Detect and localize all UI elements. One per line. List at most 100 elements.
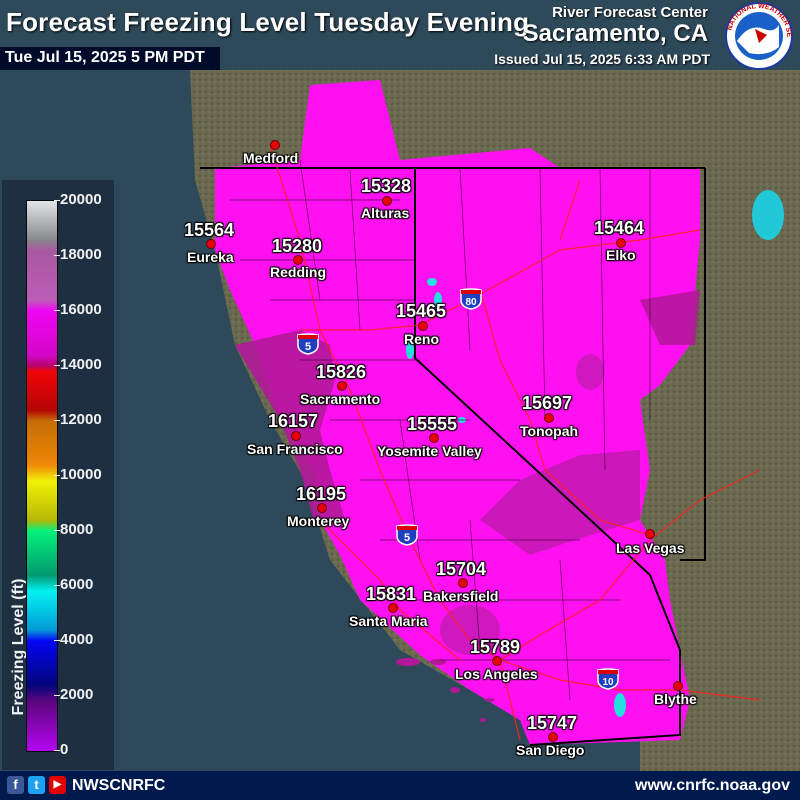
legend-tick: 18000 <box>60 246 102 263</box>
city-dot <box>645 529 655 539</box>
facebook-icon[interactable]: f <box>7 776 24 794</box>
city-dot <box>548 732 558 742</box>
city-label: Los Angeles <box>455 666 538 682</box>
freezing-level-value: 15789 <box>470 637 521 657</box>
legend-tick: 20000 <box>60 191 102 208</box>
city-label: Tonopah <box>520 423 579 439</box>
freezing-level-value: 15826 <box>316 362 367 382</box>
forecast-area <box>215 80 700 745</box>
city-dot <box>293 255 303 265</box>
interstate-shield: 5 <box>396 524 418 546</box>
city-label: Las Vegas <box>616 540 685 556</box>
salton-sea <box>614 693 626 717</box>
color-bar <box>26 200 58 752</box>
tick-mark <box>54 750 60 751</box>
city-dot <box>544 413 554 423</box>
tick-mark <box>54 695 60 696</box>
island <box>485 698 495 702</box>
interstate-shield: 5 <box>297 333 319 355</box>
tick-mark <box>54 365 60 366</box>
darker-zone-socal <box>440 605 500 655</box>
city-label: Monterey <box>287 513 350 529</box>
shield-number: 5 <box>305 341 311 353</box>
freezing-level-value: 15280 <box>272 236 323 256</box>
darker-zone-bay <box>235 330 345 525</box>
tick-mark <box>54 200 60 201</box>
lake-tahoe <box>406 341 414 359</box>
state-borders <box>200 167 706 746</box>
interstate-shield: 80 <box>460 288 482 310</box>
shield-number: 80 <box>465 297 477 308</box>
city-label: Yosemite Valley <box>377 443 482 459</box>
legend-tick: 6000 <box>60 576 94 593</box>
tick-mark <box>54 420 60 421</box>
city-dot <box>492 656 502 666</box>
island <box>480 718 486 722</box>
legend-tick: 8000 <box>60 521 94 538</box>
legend-tick: 10000 <box>60 466 102 483</box>
city-label: Santa Maria <box>349 613 428 629</box>
city-label: Redding <box>270 264 326 280</box>
freezing-level-value: 15465 <box>396 301 447 321</box>
freezing-level-value: 15328 <box>361 176 412 196</box>
city-label: Sacramento <box>300 391 381 407</box>
youtube-icon[interactable]: ▶ <box>49 776 66 794</box>
shield-number: 10 <box>602 677 614 688</box>
city-dot <box>388 603 398 613</box>
freezing-level-value: 15697 <box>522 393 573 413</box>
island <box>396 658 420 666</box>
city-label: Medford <box>243 150 299 166</box>
lake-ne-ca <box>427 278 437 286</box>
legend-tick: 2000 <box>60 686 94 703</box>
city-dot <box>673 681 683 691</box>
legend-tick: 16000 <box>60 301 102 318</box>
legend: Freezing Level (ft) 20000 18000 16000 14… <box>2 180 114 770</box>
legend-tick: 4000 <box>60 631 94 648</box>
shield-number: 5 <box>404 532 410 544</box>
tick-mark <box>54 255 60 256</box>
island <box>450 687 460 693</box>
city-dot <box>270 140 280 150</box>
freezing-level-value: 15555 <box>407 414 458 434</box>
city-dot <box>458 578 468 588</box>
freezing-level-value: 15564 <box>184 220 235 240</box>
footer: f t ▶ NWSCNRFC www.cnrfc.noaa.gov <box>0 771 800 800</box>
tick-mark <box>54 585 60 586</box>
freezing-level-value: 15704 <box>436 559 487 579</box>
city-dot <box>206 239 216 249</box>
city-label: San Diego <box>516 742 585 758</box>
city-dot <box>317 503 327 513</box>
island <box>430 659 446 665</box>
tick-mark <box>54 475 60 476</box>
interstate-shield: 10 <box>597 668 619 690</box>
city-label: Elko <box>606 247 636 263</box>
legend-tick: 14000 <box>60 356 102 373</box>
nws-logo: NATIONAL WEATHER SERVICE <box>719 1 793 70</box>
city-dot <box>382 196 392 206</box>
social-handle[interactable]: NWSCNRFC <box>72 777 166 794</box>
tick-mark <box>54 310 60 311</box>
city-dot <box>429 433 439 443</box>
website-link[interactable]: www.cnrfc.noaa.gov <box>635 777 790 794</box>
county-borders <box>230 159 670 701</box>
tick-mark <box>54 530 60 531</box>
darker-zone-nv-spot <box>576 354 604 390</box>
tick-mark <box>54 640 60 641</box>
great-salt-lake <box>752 190 784 240</box>
pyramid-lake <box>434 292 442 308</box>
city-label: Eureka <box>187 249 234 265</box>
city-label: Bakersfield <box>423 588 499 604</box>
city-label: Blythe <box>654 691 697 707</box>
freezing-level-value: 15747 <box>527 713 578 733</box>
freezing-level-value: 15831 <box>366 584 417 604</box>
city-label: Reno <box>404 331 439 347</box>
twitter-icon[interactable]: t <box>28 776 45 794</box>
city-dot <box>291 431 301 441</box>
legend-tick: 0 <box>60 741 69 758</box>
freezing-level-value: 15464 <box>594 218 645 238</box>
freezing-level-value: 16157 <box>268 411 319 431</box>
freezing-level-value: 16195 <box>296 484 347 504</box>
city-dot <box>337 381 347 391</box>
